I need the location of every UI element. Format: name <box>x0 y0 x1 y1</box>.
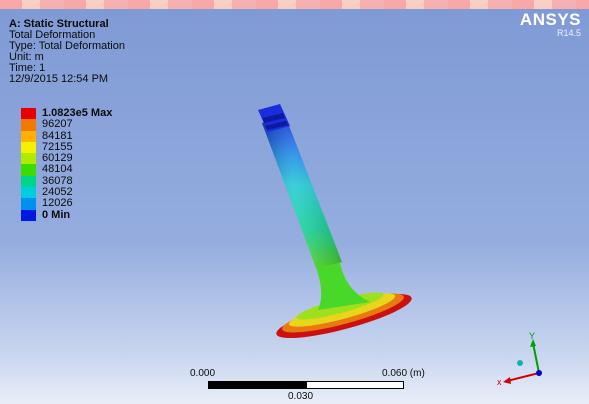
legend-label: 96207 <box>42 118 73 131</box>
scale-bar-white-segment <box>306 381 404 389</box>
axis-triad[interactable]: Y x <box>495 325 555 390</box>
logo-version: R14.5 <box>556 28 581 38</box>
result-info-block: A: Static Structural Total Deformation T… <box>9 19 125 85</box>
triad-x-arrow <box>503 377 511 384</box>
result-unit: Unit: m <box>9 51 44 63</box>
valve-neck <box>314 258 370 310</box>
valve-stem-groove-2 <box>265 121 288 130</box>
legend-swatch <box>21 175 36 188</box>
top-decoration-band <box>0 0 589 9</box>
legend-swatch <box>21 130 36 142</box>
legend-swatch <box>21 153 36 165</box>
result-type: Type: Total Deformation <box>9 40 125 52</box>
legend-label: 72155 <box>42 140 73 153</box>
triad-y-axis <box>532 342 540 374</box>
scale-mid-label: 0.030 <box>288 391 314 402</box>
legend-swatch <box>21 187 36 199</box>
triad-z-dot <box>517 360 523 366</box>
scale-right-label: 0.060 (m) <box>382 368 425 379</box>
triad-y-arrow <box>530 339 536 347</box>
scale-bar-graphic <box>208 381 404 389</box>
legend-swatch <box>21 164 36 176</box>
scale-left-label: 0.000 <box>190 368 216 379</box>
legend-label: 12026 <box>42 197 73 210</box>
legend-swatch <box>21 141 36 154</box>
legend-label: 36078 <box>42 174 73 187</box>
legend-swatch <box>21 209 36 221</box>
legend-label: 60129 <box>42 152 73 165</box>
legend-label: 1.0823e5 Max <box>42 107 113 119</box>
triad-x-mark: x <box>497 377 502 387</box>
legend-label: 0 Min <box>42 208 71 221</box>
triad-x-axis <box>506 372 540 382</box>
legend-swatch <box>21 198 36 210</box>
legend-swatch <box>21 108 36 120</box>
scale-bar-black-segment <box>208 381 306 389</box>
valve-stem-shading <box>262 118 342 268</box>
legend-swatch <box>21 119 36 131</box>
result-time: Time: 1 <box>9 62 46 74</box>
legend-label: 24052 <box>42 186 73 199</box>
result-date: 12/9/2015 12:54 PM <box>9 73 109 85</box>
result-name: Total Deformation <box>9 29 96 41</box>
legend-label: 48104 <box>42 163 73 176</box>
scale-bar: 0.000 0.060 (m) 0.030 <box>190 368 430 404</box>
triad-y-label: Y <box>529 331 535 341</box>
triad-origin <box>536 370 542 376</box>
valve-stem-groove <box>262 113 285 123</box>
legend-label: 84181 <box>42 129 73 142</box>
analysis-title: A: Static Structural <box>9 18 109 30</box>
ansys-logo: ANSYS R14.5 <box>520 11 581 38</box>
logo-name: ANSYS <box>519 10 581 29</box>
